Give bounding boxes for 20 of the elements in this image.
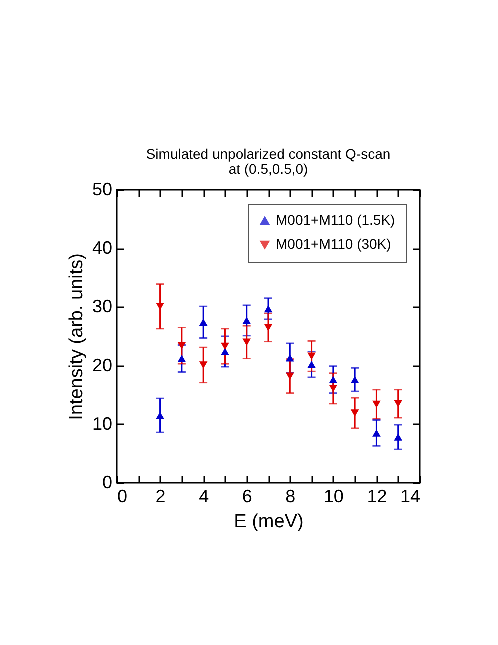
legend-label: M001+M110 (1.5K) bbox=[276, 212, 396, 228]
chart-subtitle: at (0.5,0.5,0) bbox=[228, 161, 308, 177]
y-tick-label: 10 bbox=[92, 414, 112, 434]
y-tick-label: 30 bbox=[92, 296, 112, 317]
y-tick-label: 20 bbox=[92, 355, 112, 376]
y-tick-label: 40 bbox=[92, 238, 112, 258]
y-axis-title: Intensity (arb. units) bbox=[66, 254, 88, 420]
y-tick-label: 50 bbox=[92, 180, 112, 200]
x-tick-label: 4 bbox=[199, 486, 210, 506]
x-tick-label: 2 bbox=[156, 486, 166, 506]
x-axis-title: E (meV) bbox=[234, 512, 304, 532]
chart-title: Simulated unpolarized constant Q-scan bbox=[146, 146, 391, 162]
x-tick-label: 14 bbox=[400, 486, 420, 506]
x-tick-label: 0 bbox=[118, 486, 128, 506]
x-tick-label: 10 bbox=[324, 486, 344, 506]
x-tick-label: 6 bbox=[242, 486, 252, 506]
legend-label: M001+M110 (30K) bbox=[276, 236, 392, 252]
x-tick-label: 12 bbox=[367, 486, 388, 506]
x-tick-label: 8 bbox=[286, 486, 296, 506]
y-tick-label: 0 bbox=[102, 472, 112, 492]
